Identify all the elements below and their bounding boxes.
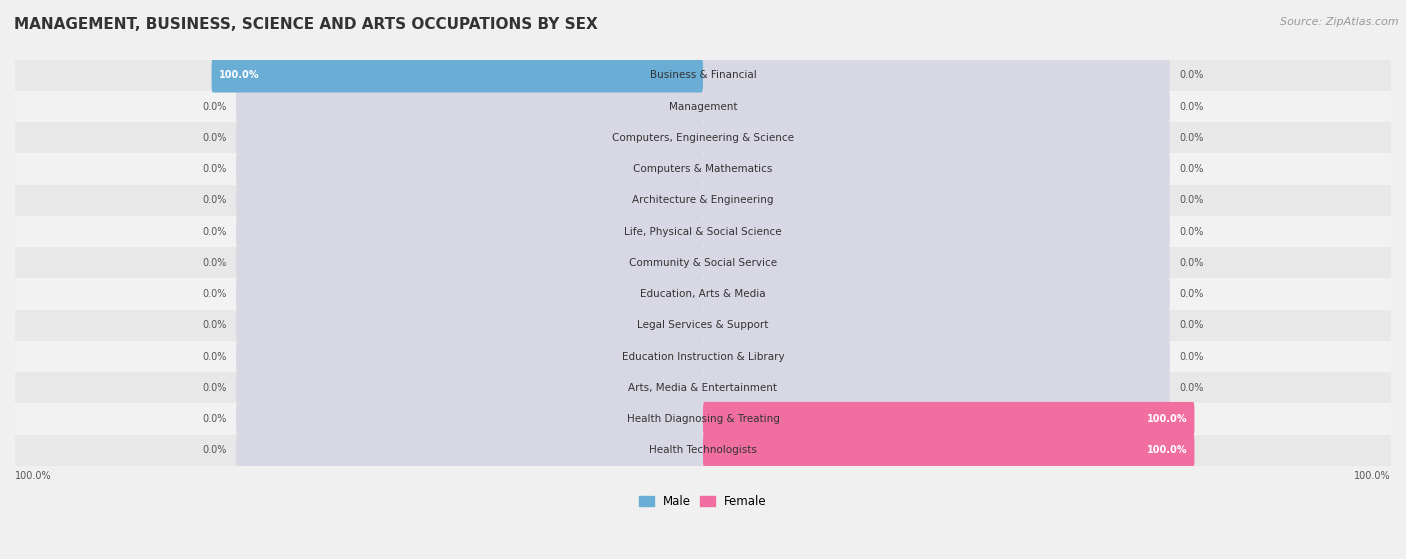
Text: 100.0%: 100.0% (1146, 446, 1187, 456)
FancyBboxPatch shape (703, 371, 1170, 405)
Text: 100.0%: 100.0% (1146, 414, 1187, 424)
Text: 100.0%: 100.0% (15, 471, 52, 481)
Text: 0.0%: 0.0% (1180, 320, 1204, 330)
Text: 0.0%: 0.0% (1180, 102, 1204, 112)
FancyBboxPatch shape (236, 433, 703, 467)
FancyBboxPatch shape (703, 339, 1170, 374)
FancyBboxPatch shape (236, 245, 703, 280)
Text: 0.0%: 0.0% (1180, 289, 1204, 299)
Text: 0.0%: 0.0% (202, 414, 226, 424)
FancyBboxPatch shape (236, 215, 703, 249)
FancyBboxPatch shape (236, 152, 703, 186)
Text: Architecture & Engineering: Architecture & Engineering (633, 195, 773, 205)
FancyBboxPatch shape (703, 58, 1170, 93)
Text: 0.0%: 0.0% (202, 164, 226, 174)
FancyBboxPatch shape (703, 402, 1195, 437)
Text: 0.0%: 0.0% (1180, 383, 1204, 393)
FancyBboxPatch shape (703, 215, 1170, 249)
Text: Legal Services & Support: Legal Services & Support (637, 320, 769, 330)
Bar (15, 341, 1391, 372)
Text: Education, Arts & Media: Education, Arts & Media (640, 289, 766, 299)
Bar (15, 184, 1391, 216)
FancyBboxPatch shape (236, 308, 703, 343)
FancyBboxPatch shape (236, 371, 703, 405)
Text: MANAGEMENT, BUSINESS, SCIENCE AND ARTS OCCUPATIONS BY SEX: MANAGEMENT, BUSINESS, SCIENCE AND ARTS O… (14, 17, 598, 32)
Legend: Male, Female: Male, Female (634, 490, 772, 513)
FancyBboxPatch shape (703, 402, 1170, 437)
FancyBboxPatch shape (703, 433, 1195, 467)
Text: 0.0%: 0.0% (1180, 70, 1204, 80)
Text: 0.0%: 0.0% (1180, 226, 1204, 236)
Text: 0.0%: 0.0% (202, 226, 226, 236)
FancyBboxPatch shape (236, 58, 703, 93)
Text: Source: ZipAtlas.com: Source: ZipAtlas.com (1281, 17, 1399, 27)
Bar (15, 278, 1391, 310)
Text: 0.0%: 0.0% (1180, 195, 1204, 205)
Text: 0.0%: 0.0% (202, 352, 226, 362)
Text: Arts, Media & Entertainment: Arts, Media & Entertainment (628, 383, 778, 393)
Text: 0.0%: 0.0% (202, 133, 226, 143)
FancyBboxPatch shape (703, 277, 1170, 311)
Text: 0.0%: 0.0% (202, 320, 226, 330)
FancyBboxPatch shape (703, 89, 1170, 124)
Bar (15, 435, 1391, 466)
Text: 100.0%: 100.0% (1354, 471, 1391, 481)
Text: 0.0%: 0.0% (1180, 164, 1204, 174)
FancyBboxPatch shape (236, 121, 703, 155)
Text: Community & Social Service: Community & Social Service (628, 258, 778, 268)
FancyBboxPatch shape (703, 121, 1170, 155)
Text: 0.0%: 0.0% (202, 258, 226, 268)
Text: Computers, Engineering & Science: Computers, Engineering & Science (612, 133, 794, 143)
FancyBboxPatch shape (703, 183, 1170, 217)
Text: 0.0%: 0.0% (202, 195, 226, 205)
Bar (15, 60, 1391, 91)
Bar (15, 247, 1391, 278)
FancyBboxPatch shape (703, 433, 1170, 467)
Bar (15, 154, 1391, 184)
Bar (15, 122, 1391, 154)
FancyBboxPatch shape (236, 339, 703, 374)
Text: 0.0%: 0.0% (1180, 258, 1204, 268)
Text: 0.0%: 0.0% (202, 102, 226, 112)
Text: 0.0%: 0.0% (202, 289, 226, 299)
Bar (15, 404, 1391, 435)
Text: Business & Financial: Business & Financial (650, 70, 756, 80)
Text: Management: Management (669, 102, 737, 112)
Text: 0.0%: 0.0% (1180, 133, 1204, 143)
Bar (15, 216, 1391, 247)
FancyBboxPatch shape (236, 277, 703, 311)
Text: 0.0%: 0.0% (202, 446, 226, 456)
FancyBboxPatch shape (703, 308, 1170, 343)
Text: Health Technologists: Health Technologists (650, 446, 756, 456)
Bar (15, 310, 1391, 341)
FancyBboxPatch shape (211, 58, 703, 93)
Bar (15, 91, 1391, 122)
FancyBboxPatch shape (236, 183, 703, 217)
Text: 100.0%: 100.0% (219, 70, 260, 80)
Bar (15, 372, 1391, 404)
FancyBboxPatch shape (236, 402, 703, 437)
FancyBboxPatch shape (703, 245, 1170, 280)
FancyBboxPatch shape (703, 152, 1170, 186)
Text: Health Diagnosing & Treating: Health Diagnosing & Treating (627, 414, 779, 424)
FancyBboxPatch shape (236, 89, 703, 124)
Text: Computers & Mathematics: Computers & Mathematics (633, 164, 773, 174)
Text: 0.0%: 0.0% (1180, 352, 1204, 362)
Text: Education Instruction & Library: Education Instruction & Library (621, 352, 785, 362)
Text: Life, Physical & Social Science: Life, Physical & Social Science (624, 226, 782, 236)
Text: 0.0%: 0.0% (202, 383, 226, 393)
